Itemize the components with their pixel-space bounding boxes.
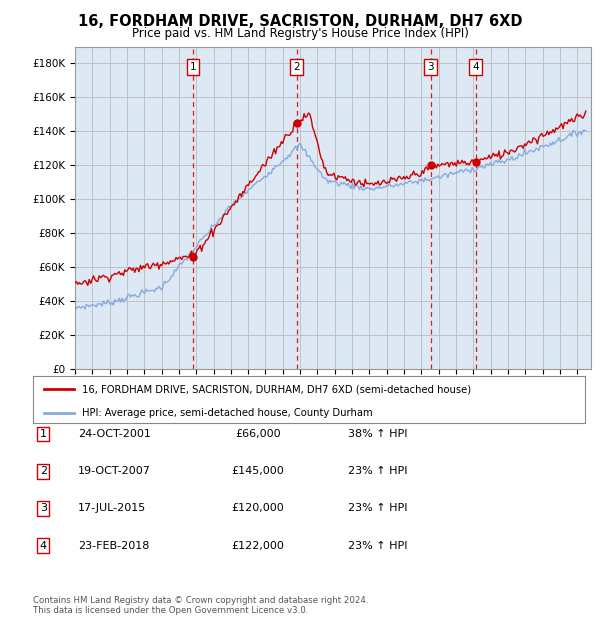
Text: 4: 4	[472, 62, 479, 72]
Text: £120,000: £120,000	[232, 503, 284, 513]
Text: 17-JUL-2015: 17-JUL-2015	[78, 503, 146, 513]
Text: 24-OCT-2001: 24-OCT-2001	[78, 429, 151, 439]
Text: 16, FORDHAM DRIVE, SACRISTON, DURHAM, DH7 6XD (semi-detached house): 16, FORDHAM DRIVE, SACRISTON, DURHAM, DH…	[82, 384, 471, 394]
Text: 16, FORDHAM DRIVE, SACRISTON, DURHAM, DH7 6XD: 16, FORDHAM DRIVE, SACRISTON, DURHAM, DH…	[78, 14, 522, 29]
Text: 23-FEB-2018: 23-FEB-2018	[78, 541, 149, 551]
Text: 2: 2	[40, 466, 47, 476]
Text: 38% ↑ HPI: 38% ↑ HPI	[348, 429, 407, 439]
Text: 1: 1	[190, 62, 196, 72]
Text: 23% ↑ HPI: 23% ↑ HPI	[348, 503, 407, 513]
Text: 1: 1	[40, 429, 47, 439]
Text: £145,000: £145,000	[232, 466, 284, 476]
Text: Price paid vs. HM Land Registry's House Price Index (HPI): Price paid vs. HM Land Registry's House …	[131, 27, 469, 40]
Text: 3: 3	[427, 62, 434, 72]
Text: Contains HM Land Registry data © Crown copyright and database right 2024.
This d: Contains HM Land Registry data © Crown c…	[33, 596, 368, 615]
Text: £122,000: £122,000	[232, 541, 284, 551]
Text: 2: 2	[293, 62, 300, 72]
Text: HPI: Average price, semi-detached house, County Durham: HPI: Average price, semi-detached house,…	[82, 407, 372, 418]
Text: 23% ↑ HPI: 23% ↑ HPI	[348, 541, 407, 551]
Text: 19-OCT-2007: 19-OCT-2007	[78, 466, 151, 476]
Text: 3: 3	[40, 503, 47, 513]
Text: £66,000: £66,000	[235, 429, 281, 439]
Text: 4: 4	[40, 541, 47, 551]
Text: 23% ↑ HPI: 23% ↑ HPI	[348, 466, 407, 476]
